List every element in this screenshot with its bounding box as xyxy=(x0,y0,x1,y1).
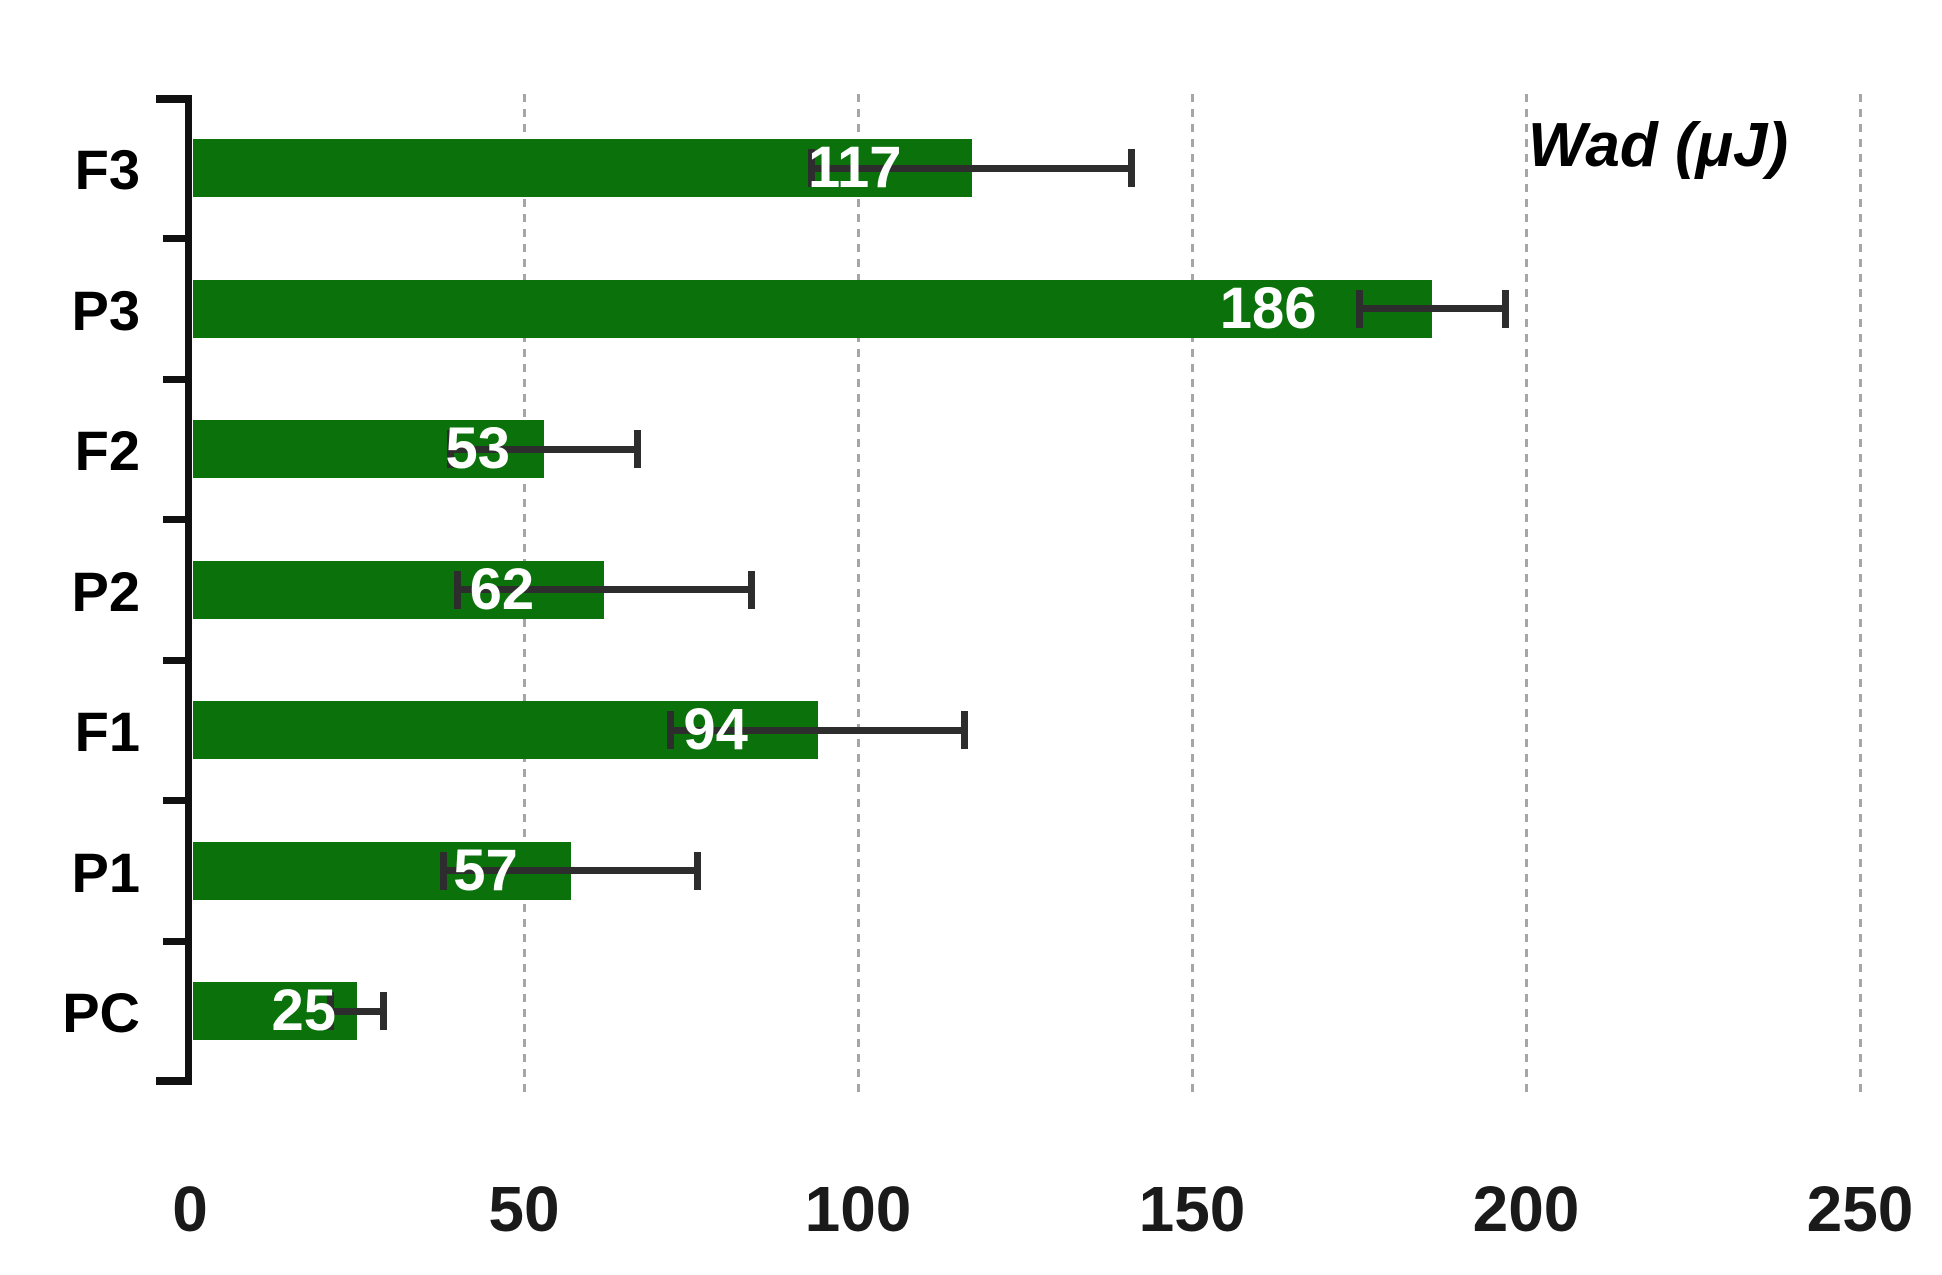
x-tick-label-100: 100 xyxy=(804,1173,912,1245)
error-bar-p3 xyxy=(1359,305,1506,313)
error-bar-cap-high-f2 xyxy=(634,430,642,469)
y-axis-tick xyxy=(163,937,185,945)
y-axis-tick xyxy=(163,516,185,523)
category-label-f1: F1 xyxy=(74,700,140,764)
category-label-f3: F3 xyxy=(74,138,140,202)
error-bar-cap-low-f2 xyxy=(447,430,455,469)
bar-p3 xyxy=(193,279,1433,338)
value-label-f3: 117 xyxy=(807,135,902,201)
y-axis-bottom-cap xyxy=(156,1076,190,1085)
error-bar-f1 xyxy=(670,726,965,734)
error-bar-p1 xyxy=(443,867,698,875)
error-bar-cap-high-f1 xyxy=(961,711,969,750)
y-axis-top-cap xyxy=(156,95,190,103)
error-bar-cap-low-p3 xyxy=(1355,289,1363,328)
error-bar-cap-high-p2 xyxy=(747,570,755,609)
error-bar-cap-low-p2 xyxy=(453,570,461,609)
gridline-100 xyxy=(856,94,860,1097)
value-label-p1: 57 xyxy=(453,837,518,903)
value-label-p2: 62 xyxy=(469,556,535,622)
category-label-f2: F2 xyxy=(74,419,140,483)
error-bar-cap-low-p1 xyxy=(440,851,448,890)
gridline-250 xyxy=(1858,94,1862,1097)
category-label-pc: PC xyxy=(62,981,140,1045)
error-bar-cap-high-p3 xyxy=(1502,289,1510,328)
value-label-p3: 186 xyxy=(1219,275,1317,341)
y-axis-tick xyxy=(163,375,185,383)
category-label-p1: P1 xyxy=(71,840,141,904)
value-label-f2: 53 xyxy=(445,416,511,482)
error-bar-cap-high-p1 xyxy=(694,851,702,890)
x-tick-label-250: 250 xyxy=(1806,1173,1914,1245)
y-axis-tick xyxy=(163,235,185,242)
y-axis-tick xyxy=(163,797,185,804)
error-bar-f2 xyxy=(450,445,638,453)
y-axis-tick xyxy=(163,656,185,664)
error-bar-f3 xyxy=(811,164,1132,172)
chart-title: Wad (μJ) xyxy=(1528,111,1789,180)
y-axis-line xyxy=(185,95,192,1085)
category-label-p2: P2 xyxy=(71,559,141,623)
value-label-pc: 25 xyxy=(271,978,336,1044)
error-bar-cap-low-f1 xyxy=(667,711,675,750)
value-label-f1: 94 xyxy=(683,697,748,763)
x-tick-label-150: 150 xyxy=(1138,1173,1246,1245)
x-tick-label-200: 200 xyxy=(1472,1173,1580,1245)
error-bar-p2 xyxy=(457,586,752,594)
x-tick-label-0: 0 xyxy=(172,1173,208,1245)
error-bar-cap-low-f3 xyxy=(807,149,815,188)
category-label-p3: P3 xyxy=(71,278,141,342)
gridline-150 xyxy=(1190,94,1194,1097)
error-bar-cap-high-pc xyxy=(380,992,388,1031)
error-bar-cap-high-f3 xyxy=(1128,149,1136,188)
error-bar-cap-low-pc xyxy=(326,992,334,1031)
gridline-200 xyxy=(1524,94,1528,1097)
error-bar-pc xyxy=(330,1007,384,1015)
x-tick-label-50: 50 xyxy=(488,1173,560,1245)
